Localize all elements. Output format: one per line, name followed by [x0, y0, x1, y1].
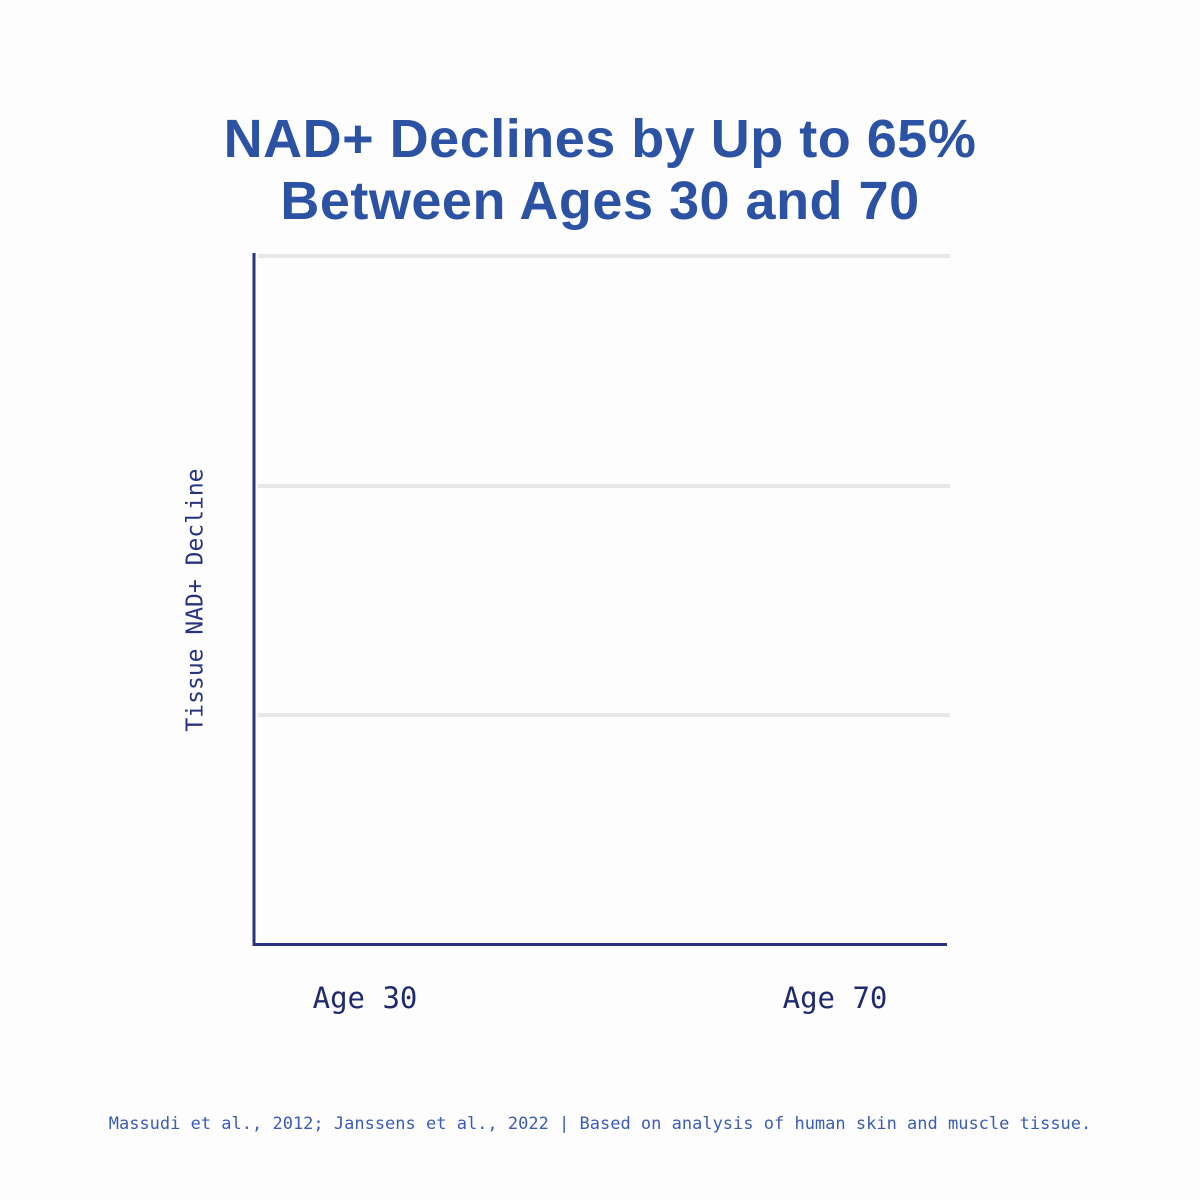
chart-title: NAD+ Declines by Up to 65% Between Ages … [223, 109, 977, 231]
footnote: Massudi et al., 2012; Janssens et al., 2… [109, 1114, 1092, 1134]
x-tick-label: Age 70 [783, 981, 888, 1015]
y-axis-label: Tissue NAD+ Decline [183, 468, 209, 731]
x-tick-label: Age 30 [313, 981, 418, 1015]
